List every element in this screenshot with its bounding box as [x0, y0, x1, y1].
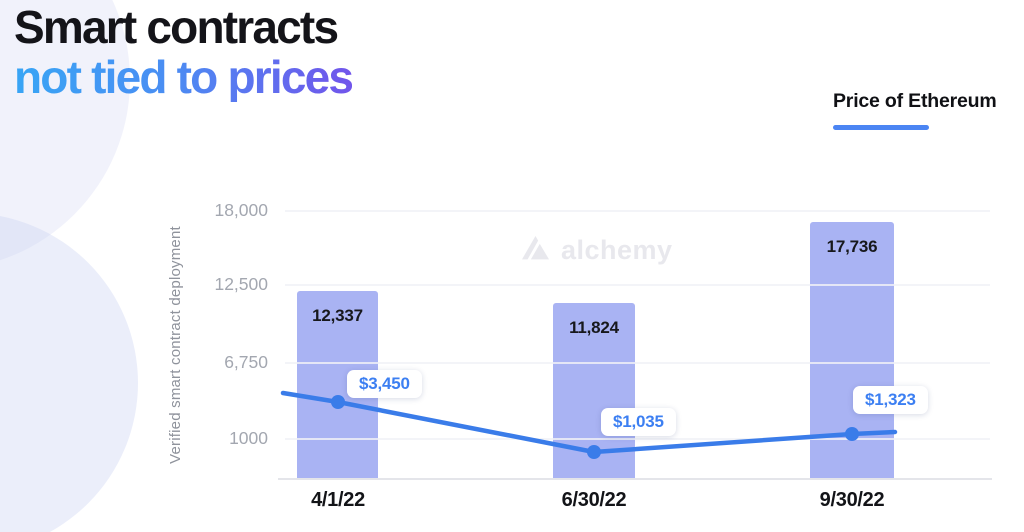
- page-title-line1: Smart contracts: [14, 1, 339, 53]
- price-badge-4-1-22: $3,450: [347, 370, 422, 398]
- background-circle-bottom: [0, 213, 138, 532]
- x-axis-label: 4/1/22: [311, 489, 365, 511]
- y-axis-tick: 12,500: [214, 274, 268, 294]
- bar-value-label: 17,736: [826, 237, 878, 256]
- x-axis-line: [278, 478, 992, 480]
- gridline: [285, 438, 990, 440]
- legend: Price of Ethereum: [833, 90, 997, 130]
- x-axis-label: 6/30/22: [561, 489, 627, 511]
- gridline: [285, 210, 990, 212]
- bar-6-30-22: 11,824: [553, 303, 635, 479]
- y-axis-tick: 6,750: [224, 352, 268, 372]
- price-badge-6-30-22: $1,035: [601, 408, 676, 436]
- y-axis-tick: 18,000: [214, 200, 268, 220]
- gridline: [285, 284, 990, 286]
- price-badge-9-30-22: $1,323: [853, 386, 928, 414]
- watermark-brand-text: alchemy: [561, 235, 673, 265]
- gridline: [285, 362, 990, 364]
- legend-underline: [833, 125, 929, 130]
- bar-value-label: 12,337: [312, 306, 363, 325]
- bar-value-label: 11,824: [569, 318, 619, 337]
- bar-9-30-22: 17,736: [810, 222, 894, 479]
- y-axis-tick: 1000: [229, 428, 268, 448]
- page-title: Smart contracts not tied to prices: [14, 1, 354, 103]
- watermark: alchemy: [519, 236, 673, 265]
- legend-label: Price of Ethereum: [833, 90, 997, 112]
- alchemy-logo-icon: [521, 236, 550, 260]
- page-title-line2: not tied to prices: [14, 51, 354, 103]
- x-axis-label: 9/30/22: [819, 489, 885, 511]
